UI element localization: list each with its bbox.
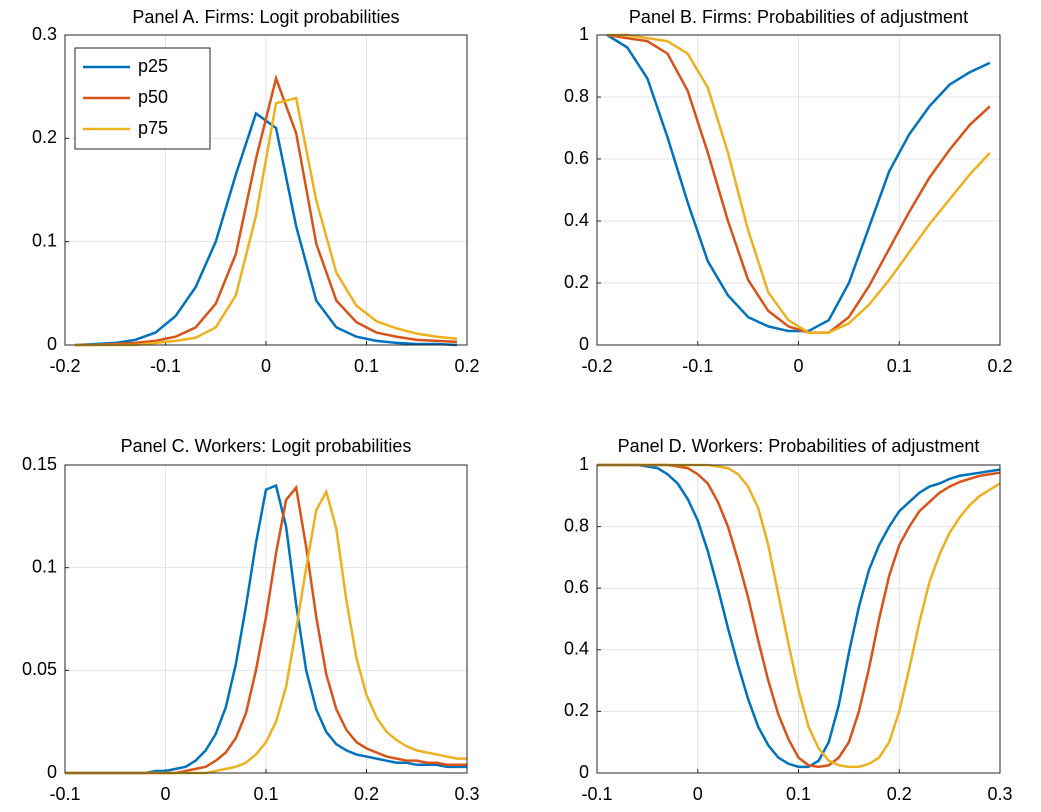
y-tick-label: 0.1 <box>32 230 57 250</box>
chart-title: Panel C. Workers: Logit probabilities <box>121 436 412 456</box>
x-tick-label: -0.1 <box>682 356 713 376</box>
series-line <box>606 33 991 334</box>
y-tick-label: 0.4 <box>564 639 589 659</box>
y-tick-label: 0 <box>47 762 57 782</box>
legend-label: p50 <box>138 87 168 107</box>
x-tick-label: 0.1 <box>887 356 912 376</box>
chart-title: Panel D. Workers: Probabilities of adjus… <box>618 436 980 456</box>
plot-frame <box>64 34 468 346</box>
x-tick-label: -0.1 <box>49 784 80 804</box>
x-tick-label: 0 <box>693 784 703 804</box>
series-line <box>606 33 991 333</box>
x-tick-label: 0.2 <box>887 784 912 804</box>
legend-label: p25 <box>138 56 168 76</box>
plot-frame <box>596 34 1001 346</box>
x-tick-label: 0.2 <box>987 356 1012 376</box>
y-tick-label: 0.2 <box>32 127 57 147</box>
y-tick-label: 1 <box>579 454 589 474</box>
x-tick-label: 0.3 <box>987 784 1012 804</box>
y-tick-label: 0.2 <box>564 700 589 720</box>
legend-label: p75 <box>138 118 168 138</box>
y-tick-label: 0.15 <box>22 454 57 474</box>
x-tick-label: 0 <box>261 356 271 376</box>
x-tick-label: 0.1 <box>786 784 811 804</box>
y-tick-label: 0.8 <box>564 515 589 535</box>
plot-frame <box>596 464 1001 774</box>
y-tick-label: 0.3 <box>32 24 57 44</box>
x-tick-label: -0.2 <box>581 356 612 376</box>
y-tick-label: 0 <box>47 334 57 354</box>
x-tick-label: 0 <box>160 784 170 804</box>
plot-frame <box>64 464 468 774</box>
chart-title: Panel A. Firms: Logit probabilities <box>132 7 399 27</box>
x-tick-label: 0.2 <box>354 784 379 804</box>
x-tick-label: 0.1 <box>253 784 278 804</box>
series-line <box>597 463 1001 769</box>
y-tick-label: 0.1 <box>32 556 57 576</box>
y-tick-label: 0 <box>579 762 589 782</box>
x-tick-label: 0.1 <box>354 356 379 376</box>
x-tick-label: 0.2 <box>454 356 479 376</box>
y-tick-label: 0.4 <box>564 210 589 230</box>
series-line <box>607 33 991 334</box>
chart-title: Panel B. Firms: Probabilities of adjustm… <box>629 7 968 27</box>
y-tick-label: 0.6 <box>564 148 589 168</box>
series-line <box>75 74 458 347</box>
x-tick-label: -0.2 <box>49 356 80 376</box>
x-tick-label: 0.3 <box>454 784 479 804</box>
x-tick-label: -0.1 <box>150 356 181 376</box>
y-tick-label: 0.05 <box>22 659 57 679</box>
y-tick-label: 0.8 <box>564 86 589 106</box>
y-tick-label: 1 <box>579 24 589 44</box>
y-tick-label: 0 <box>579 334 589 354</box>
x-tick-label: 0 <box>793 356 803 376</box>
x-tick-label: -0.1 <box>581 784 612 804</box>
y-tick-label: 0.2 <box>564 272 589 292</box>
y-tick-label: 0.6 <box>564 577 589 597</box>
